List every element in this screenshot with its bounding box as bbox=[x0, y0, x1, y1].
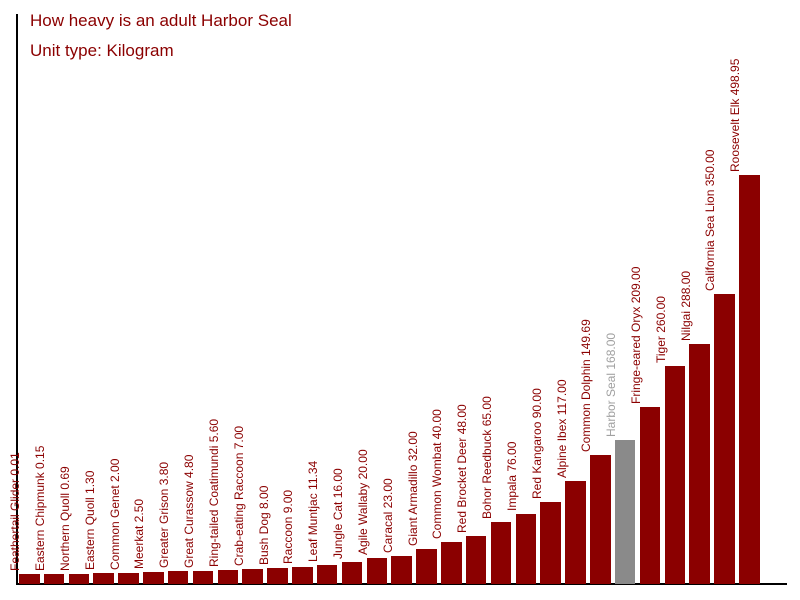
chart-title: How heavy is an adult Harbor Seal bbox=[30, 11, 292, 30]
bar-label: Caracal 23.00 bbox=[380, 478, 395, 554]
bar-common-genet bbox=[118, 572, 139, 584]
bar-red-kangaroo bbox=[540, 502, 561, 584]
bar-label: Jungle Cat 16.00 bbox=[331, 467, 346, 559]
bar-roosevelt-elk bbox=[739, 174, 760, 584]
bar-label: Greater Grison 3.80 bbox=[157, 462, 172, 569]
bar-common-wombat bbox=[441, 542, 462, 584]
bar-red-brocket-deer bbox=[465, 536, 487, 584]
chart-subtitle: Unit type: Kilogram bbox=[30, 41, 174, 60]
bar-label: California Sea Lion 350.00 bbox=[703, 149, 718, 292]
bar-label: Red Brocket Deer 48.00 bbox=[455, 404, 470, 534]
bar-agile-wallaby bbox=[366, 558, 388, 584]
bar-nilgai bbox=[689, 343, 710, 584]
bar-label: Eastern Quoll 1.30 bbox=[82, 471, 97, 571]
bar-crab-eating-raccoon bbox=[242, 568, 263, 584]
bar-tiger bbox=[664, 366, 686, 584]
bar-label: Harbor Seal 168.00 bbox=[604, 332, 619, 437]
bar-caracal bbox=[391, 556, 412, 584]
bar-feathertail-glider bbox=[19, 574, 40, 584]
bar-label: Tiger 260.00 bbox=[653, 296, 668, 364]
bar-ring-tailed-coatimundi bbox=[217, 570, 239, 584]
bar-label: Leaf Muntjac 11.34 bbox=[306, 461, 321, 563]
bar-eastern-chipmunk bbox=[43, 574, 65, 584]
bar-california-sea-lion bbox=[714, 294, 735, 584]
bar-leaf-muntjac bbox=[316, 565, 338, 584]
bar-raccoon bbox=[292, 567, 313, 584]
bar-northern-quoll bbox=[68, 573, 90, 584]
bar-label: Feathertail Glider 0.01 bbox=[8, 452, 23, 572]
bar-label: Raccoon 9.00 bbox=[281, 490, 296, 565]
bar-giant-armadillo bbox=[416, 548, 437, 584]
bar-bohor-reedbuck bbox=[490, 522, 512, 584]
bar-label: Crab-eating Raccoon 7.00 bbox=[231, 425, 246, 566]
bar-label: Fringe-eared Oryx 209.00 bbox=[629, 266, 643, 405]
bar-great-curassow bbox=[192, 570, 214, 584]
bar-label: Giant Armadillo 32.00 bbox=[405, 431, 420, 546]
bar-label: Common Dolphin 149.69 bbox=[579, 318, 594, 452]
bar-label: Red Kangaroo 90.00 bbox=[529, 388, 544, 500]
bar-label: Meerkat 2.50 bbox=[132, 499, 147, 570]
bar-label: Northern Quoll 0.69 bbox=[57, 466, 72, 571]
bar-label: Alpine Ibex 117.00 bbox=[554, 379, 569, 478]
bar-label: Nilgai 288.00 bbox=[678, 270, 693, 341]
bar-label: Common Wombat 40.00 bbox=[430, 409, 445, 540]
bar-jungle-cat bbox=[341, 561, 363, 584]
bar-label: Bohor Reedbuck 65.00 bbox=[480, 396, 495, 520]
bar-fringe-eared-oryx bbox=[639, 407, 661, 584]
bar-alpine-ibex bbox=[565, 480, 586, 584]
bar-impala bbox=[515, 513, 537, 584]
bar-greater-grison bbox=[167, 571, 189, 584]
y-axis-line bbox=[16, 14, 18, 584]
bar-harbor-seal bbox=[614, 439, 636, 584]
bar-label: Roosevelt Elk 498.95 bbox=[728, 58, 743, 172]
bar-label: Common Genet 2.00 bbox=[107, 458, 122, 570]
bar-label: Agile Wallaby 20.00 bbox=[355, 449, 370, 556]
bar-label: Eastern Chipmunk 0.15 bbox=[33, 445, 48, 572]
bar-eastern-quoll bbox=[93, 573, 114, 584]
bar-label: Bush Dog 8.00 bbox=[256, 485, 271, 566]
bar-label: Ring-tailed Coatimundi 5.60 bbox=[206, 418, 221, 567]
bar-label: Great Curassow 4.80 bbox=[182, 454, 197, 568]
bar-common-dolphin bbox=[590, 454, 611, 584]
bar-meerkat bbox=[143, 572, 164, 584]
bar-label: Impala 76.00 bbox=[504, 441, 519, 511]
bar-bush-dog bbox=[267, 568, 288, 584]
